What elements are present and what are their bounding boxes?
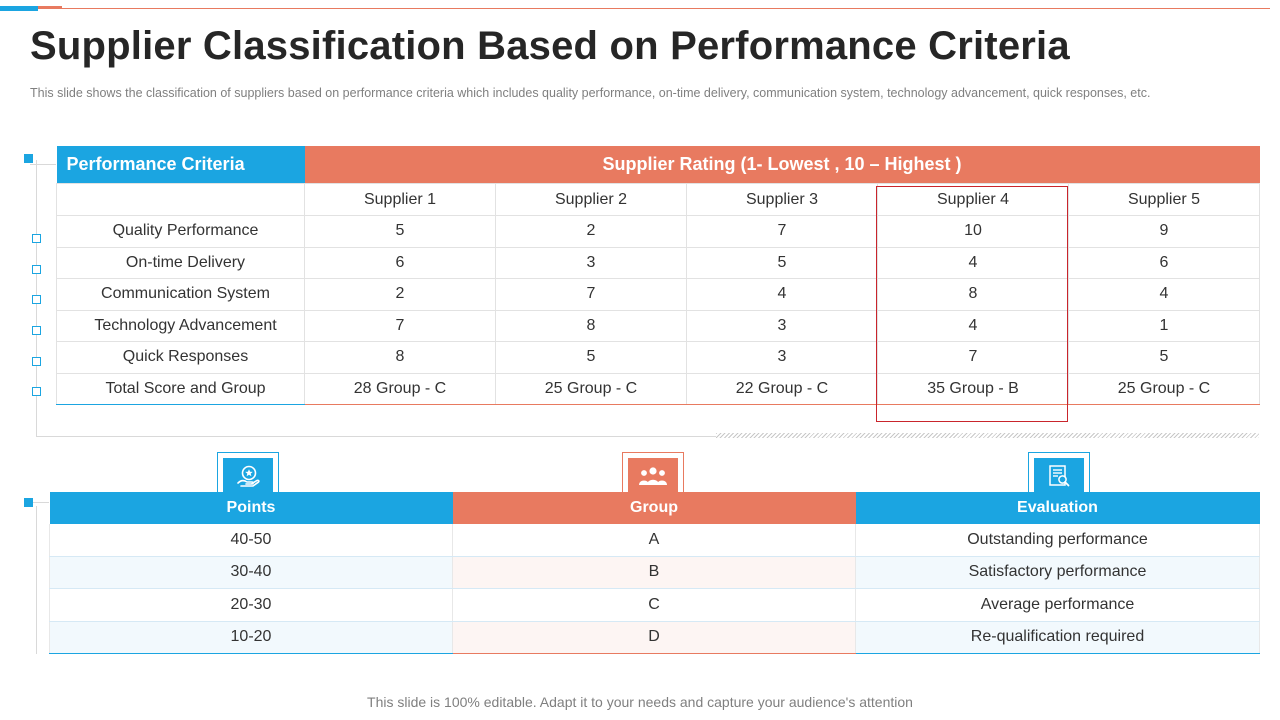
top-rule xyxy=(0,8,1270,9)
team-icon xyxy=(628,458,678,493)
criteria-cell: Quality Performance xyxy=(56,215,305,248)
table-row: 10-20 D Re-qualification required xyxy=(49,621,1260,654)
hatch-divider xyxy=(716,433,1259,438)
bullet-square xyxy=(24,498,33,507)
group-cell: C xyxy=(452,588,856,622)
rating-cell: 9 xyxy=(1068,215,1260,248)
guide-line-vertical xyxy=(36,506,37,654)
rating-cell: 8 xyxy=(304,341,496,374)
rating-cell: 1 xyxy=(1068,309,1260,342)
total-cell: 28 Group - C xyxy=(304,372,496,405)
table-row: Quick Responses 8 5 3 7 5 xyxy=(56,341,1260,374)
rating-cell: 5 xyxy=(495,341,687,374)
bullet-square-outline xyxy=(32,357,41,366)
top-accent-red xyxy=(38,6,62,9)
group-evaluation-table: Points Group Evaluation 40-50 A Outstand… xyxy=(49,492,1260,654)
footer-note: This slide is 100% editable. Adapt it to… xyxy=(367,694,913,710)
points-cell: 10-20 xyxy=(49,621,453,654)
criteria-cell: Total Score and Group xyxy=(56,372,305,405)
supplier-rating-header: Supplier Rating (1- Lowest , 10 – Highes… xyxy=(304,146,1260,184)
evaluation-report-icon xyxy=(1034,458,1084,493)
guide-line-connector xyxy=(30,164,56,165)
group-icon-frame xyxy=(622,452,684,493)
rating-cell: 3 xyxy=(686,309,878,342)
bullet-square-outline xyxy=(32,326,41,335)
supplier-rating-table: Performance Criteria Supplier Rating (1-… xyxy=(56,146,1260,405)
rating-cell: 6 xyxy=(1068,246,1260,279)
total-cell: 25 Group - C xyxy=(495,372,687,405)
guide-line-horizontal xyxy=(36,436,716,437)
rating-cell: 4 xyxy=(686,278,878,311)
rating-cell: 7 xyxy=(686,215,878,248)
total-cell: 25 Group - C xyxy=(1068,372,1260,405)
supplier-column-header: Supplier 4 xyxy=(877,183,1069,216)
total-score-row: Total Score and Group 28 Group - C 25 Gr… xyxy=(56,372,1260,405)
bullet-square-outline xyxy=(32,387,41,396)
guide-line-connector xyxy=(30,502,49,503)
rating-cell: 3 xyxy=(686,341,878,374)
evaluation-cell: Satisfactory performance xyxy=(855,556,1260,589)
evaluation-cell: Average performance xyxy=(855,588,1260,622)
rating-cell: 7 xyxy=(304,309,496,342)
points-cell: 40-50 xyxy=(49,524,453,557)
table-row: 40-50 A Outstanding performance xyxy=(49,524,1260,557)
points-icon-frame xyxy=(217,452,279,493)
top-accent-blue xyxy=(0,6,38,11)
criteria-cell: On-time Delivery xyxy=(56,246,305,279)
rating-cell: 7 xyxy=(495,278,687,311)
rating-cell: 5 xyxy=(304,215,496,248)
bullet-square-outline xyxy=(32,265,41,274)
evaluation-header: Evaluation xyxy=(855,492,1260,524)
rating-cell: 5 xyxy=(1068,341,1260,374)
bullet-square-outline xyxy=(32,295,41,304)
performance-criteria-header: Performance Criteria xyxy=(56,146,305,184)
supplier-column-header: Supplier 2 xyxy=(495,183,687,216)
rating-cell: 4 xyxy=(1068,278,1260,311)
table-row: 20-30 C Average performance xyxy=(49,588,1260,622)
table-row: On-time Delivery 6 3 5 4 6 xyxy=(56,246,1260,279)
table-row: Communication System 2 7 4 8 4 xyxy=(56,278,1260,311)
supplier-header-row: Supplier 1 Supplier 2 Supplier 3 Supplie… xyxy=(56,183,1260,216)
table-row: 30-40 B Satisfactory performance xyxy=(49,556,1260,589)
group-cell: A xyxy=(452,524,856,557)
rating-cell: 2 xyxy=(304,278,496,311)
rating-cell: 8 xyxy=(495,309,687,342)
total-cell: 22 Group - C xyxy=(686,372,878,405)
supplier-4-highlight xyxy=(876,186,1068,422)
group-header: Group xyxy=(452,492,856,524)
points-cell: 30-40 xyxy=(49,556,453,589)
supplier-column-header: Supplier 5 xyxy=(1068,183,1260,216)
empty-cell xyxy=(56,183,305,216)
criteria-cell: Technology Advancement xyxy=(56,309,305,342)
rating-cell: 10 xyxy=(877,215,1069,248)
total-cell: 35 Group - B xyxy=(877,372,1069,405)
evaluation-cell: Re-qualification required xyxy=(855,621,1260,654)
bullet-square-outline xyxy=(32,234,41,243)
bullet-square xyxy=(24,154,33,163)
rating-cell: 2 xyxy=(495,215,687,248)
supplier-column-header: Supplier 3 xyxy=(686,183,878,216)
criteria-cell: Communication System xyxy=(56,278,305,311)
evaluation-cell: Outstanding performance xyxy=(855,524,1260,557)
table-row: Technology Advancement 7 8 3 4 1 xyxy=(56,309,1260,342)
group-cell: B xyxy=(452,556,856,589)
evaluation-icon-frame xyxy=(1028,452,1090,493)
rating-cell: 6 xyxy=(304,246,496,279)
rating-cell: 3 xyxy=(495,246,687,279)
rating-cell: 7 xyxy=(877,341,1069,374)
points-header: Points xyxy=(49,492,453,524)
table-row: Quality Performance 5 2 7 10 9 xyxy=(56,215,1260,248)
page-subtitle: This slide shows the classification of s… xyxy=(30,86,1151,100)
hand-star-icon xyxy=(223,458,273,493)
page-title: Supplier Classification Based on Perform… xyxy=(30,24,1070,68)
criteria-cell: Quick Responses xyxy=(56,341,305,374)
group-cell: D xyxy=(452,621,856,654)
points-cell: 20-30 xyxy=(49,588,453,622)
rating-cell: 5 xyxy=(686,246,878,279)
supplier-column-header: Supplier 1 xyxy=(304,183,496,216)
